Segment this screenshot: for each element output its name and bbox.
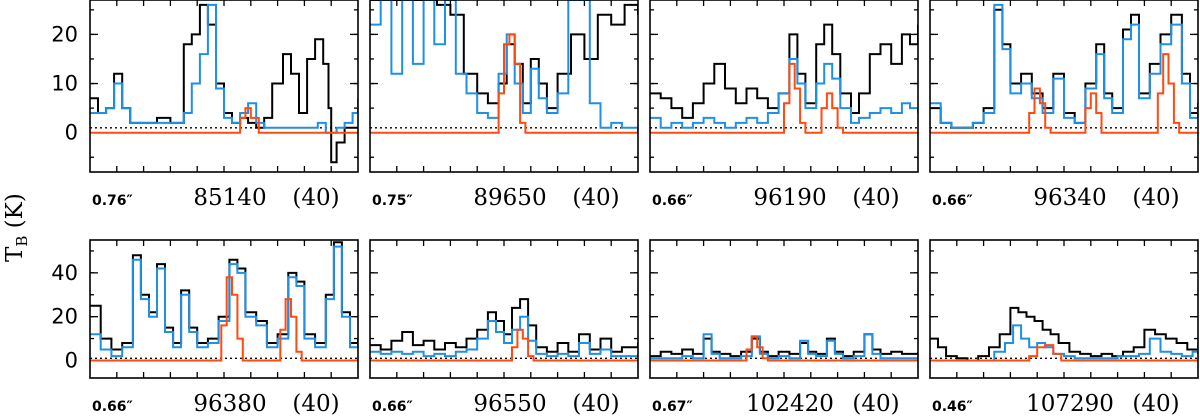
spectrum-lines [930,306,1198,362]
frequency-label: 89650 [473,185,546,211]
panel-frame [369,0,639,173]
spectrum-panel: 0 10 20 0.76″ 85140 (40) [51,0,359,211]
beam-size-label: 0.66″ [92,399,133,415]
beam-size-label: 0.67″ [652,399,693,415]
frequency-label: 96190 [753,185,826,211]
beam-size-label: 0.75″ [372,193,413,209]
model-all-species [650,58,918,129]
y-tick-label: 0 [65,121,78,145]
spectrum-lines [650,333,918,362]
model-all-species [930,3,1198,129]
frequency-label: 102420 [746,391,834,417]
y-tick-label: 20 [51,305,78,329]
model-molecule [90,276,358,362]
window-width-label: (40) [572,391,619,417]
model-all-species [650,333,918,360]
window-width-label: (40) [852,391,899,417]
window-width-label: (40) [852,185,899,211]
y-tick-label: 20 [51,22,78,46]
observed-spectrum [90,3,358,164]
spectrum-panel: 0 20 40 0.66″ 96380 (40) [51,239,359,417]
model-all-species [90,3,358,134]
panel-frame [929,0,1199,173]
panel-frame [649,239,919,379]
spectra-panels: 0 10 20 0.76″ 85140 (40) 0.75″ 89650 (40) 0.66″ 96… [51,0,1199,417]
spectrum-lines [90,3,358,164]
y-tick-label: 0 [65,348,78,372]
window-width-label: (40) [292,185,339,211]
y-tick-label: 40 [51,261,78,285]
window-width-label: (40) [1132,391,1179,417]
window-width-label: (40) [292,391,339,417]
spectrum-lines [370,298,638,362]
panel-frame [89,239,359,379]
panel-frame [369,239,639,379]
spectrum-lines [370,0,638,134]
y-axis-label: TB (K) [2,193,31,262]
model-all-species [370,0,638,133]
frequency-label: 107290 [1026,391,1114,417]
spectrum-panel: 0.66″ 96190 (40) [649,0,919,211]
observed-spectrum [370,0,638,110]
beam-size-label: 0.66″ [652,193,693,209]
window-width-label: (40) [1132,185,1179,211]
model-molecule [930,344,1198,362]
observed-spectrum [650,23,918,119]
model-all-species [370,315,638,358]
spectrum-panel: 0.66″ 96340 (40) [929,0,1199,211]
frequency-label: 96340 [1033,185,1106,211]
panel-frame [89,0,359,173]
model-molecule [370,33,638,134]
window-width-label: (40) [572,185,619,211]
beam-size-label: 0.66″ [932,193,973,209]
model-molecule [650,335,918,362]
frequency-label: 96380 [193,391,266,417]
model-all-species [90,245,358,358]
observed-spectrum [90,241,358,351]
model-molecule [90,107,358,134]
beam-size-label: 0.46″ [932,399,973,415]
spectrum-panel: 0.75″ 89650 (40) [369,0,639,211]
spectrum-panel: 0.66″ 96550 (40) [369,239,639,417]
beam-size-label: 0.66″ [372,399,413,415]
model-all-species [930,324,1198,362]
panel-frame [929,239,1199,379]
spectrum-lines [930,3,1198,134]
spectrum-lines [650,23,918,134]
model-molecule [650,62,918,134]
spectrum-panel: 0.67″ 102420 (40) [649,239,919,417]
spectrum-panel: 0.46″ 107290 (40) [929,239,1199,417]
beam-size-label: 0.76″ [92,193,133,209]
observed-spectrum [930,306,1198,362]
frequency-label: 96550 [473,391,546,417]
model-molecule [930,53,1198,134]
spectrum-lines [90,241,358,362]
observed-spectrum [650,333,918,358]
y-tick-label: 10 [51,72,78,96]
panel-frame [649,0,919,173]
model-molecule [370,328,638,362]
frequency-label: 85140 [193,185,266,211]
